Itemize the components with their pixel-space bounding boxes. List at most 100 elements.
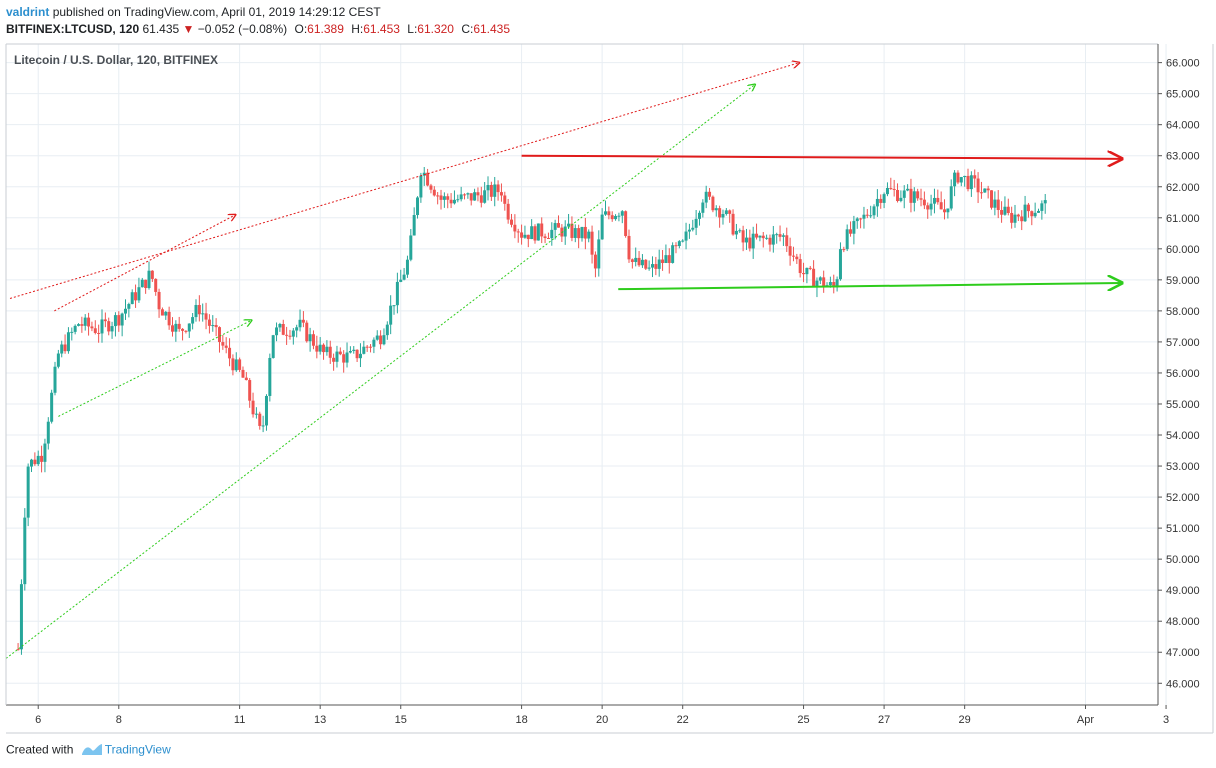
candle-body — [553, 223, 557, 230]
candle-body — [483, 190, 487, 203]
price-tick-label: 50.000 — [1166, 554, 1200, 566]
price-tick-label: 63.000 — [1166, 151, 1200, 163]
candle-body — [714, 208, 718, 211]
candle-body — [83, 317, 87, 326]
candle-body — [463, 194, 467, 196]
candle-body — [93, 328, 97, 333]
candle-body — [916, 191, 920, 199]
candle-body — [1000, 209, 1004, 215]
candle-body — [708, 191, 712, 197]
low-label: L: — [407, 22, 418, 36]
candle-body — [295, 327, 299, 331]
last-price: 61.435 — [142, 22, 180, 36]
candle-body — [1040, 203, 1044, 211]
candle-body — [338, 351, 342, 355]
candle-body — [103, 319, 107, 322]
candle-body — [795, 256, 799, 260]
price-tick-label: 54.000 — [1166, 430, 1200, 442]
candle-body — [728, 210, 732, 214]
candle-body — [943, 209, 947, 213]
candle-body — [838, 249, 842, 280]
support-line-3 — [58, 320, 251, 417]
candle-body — [674, 245, 678, 247]
candle-body — [973, 175, 977, 179]
candle-body — [214, 325, 218, 328]
candle-body — [926, 205, 930, 210]
candle-body — [963, 175, 967, 178]
candle-body — [684, 231, 688, 241]
price-tick-label: 66.000 — [1166, 58, 1200, 70]
candle-body — [932, 197, 936, 204]
candle-body — [177, 323, 181, 329]
candle-body — [583, 226, 587, 239]
candle-body — [358, 353, 362, 359]
candle-body — [530, 226, 534, 240]
candle-body — [60, 344, 64, 354]
candle-body — [19, 584, 23, 650]
candle-body — [721, 214, 725, 218]
candle-body — [80, 324, 84, 326]
candle-body — [634, 257, 638, 262]
author-name[interactable]: valdrint — [6, 5, 50, 19]
candle-body — [264, 395, 268, 426]
candle-body — [87, 317, 91, 327]
candle-body — [134, 292, 138, 301]
price-axis[interactable]: 66.000 65.000 64.000 63.000 62.000 61.000 60.0… — [1158, 58, 1200, 691]
candle-body — [617, 215, 621, 217]
candle-body — [416, 197, 420, 216]
candle-body — [120, 313, 124, 326]
candle-body — [1037, 210, 1041, 213]
candle-body — [1043, 200, 1047, 204]
candle-body — [570, 223, 574, 238]
symbol-line: BITFINEX:LTCUSD, 120 61.435 ▼ −0.052 (−0… — [6, 22, 510, 36]
candle-body — [405, 259, 409, 275]
candle-body — [328, 346, 332, 358]
candle-body — [325, 346, 329, 353]
candle-body — [389, 305, 393, 325]
candle-body — [1016, 214, 1020, 217]
candle-body — [718, 208, 722, 218]
price-tick-label: 53.000 — [1166, 461, 1200, 473]
candle-body — [479, 195, 483, 203]
candle-body — [395, 281, 399, 306]
candle-body — [862, 214, 866, 219]
tradingview-brand[interactable]: TradingView — [104, 742, 171, 757]
time-tick-label: 25 — [797, 714, 809, 726]
candle-body — [318, 344, 322, 352]
candle-body — [164, 311, 168, 316]
candle-body — [573, 228, 577, 238]
candle-body — [741, 230, 745, 243]
candle-body — [993, 199, 997, 208]
chart-frame — [5, 43, 1214, 734]
candle-body — [197, 304, 201, 315]
candle-body — [912, 191, 916, 203]
candle-body — [419, 175, 423, 198]
time-axis[interactable]: 6 8 11 13 15 18 20 22 25 27 29 Apr 3 — [35, 705, 1169, 726]
candle-body — [291, 330, 295, 337]
candle-body — [812, 268, 816, 287]
candle-body — [536, 223, 540, 241]
candle-body — [835, 279, 839, 288]
candle-body — [892, 188, 896, 190]
candle-body — [308, 334, 312, 342]
candle-body — [640, 259, 644, 266]
candle-body — [379, 335, 383, 345]
candle-body — [513, 224, 517, 232]
candle-body — [311, 334, 315, 346]
candle-body — [221, 342, 225, 346]
candle-body — [637, 257, 641, 266]
candle-body — [627, 235, 631, 260]
candle-body — [40, 455, 44, 462]
price-tick-label: 65.000 — [1166, 89, 1200, 101]
candle-body — [896, 189, 900, 202]
time-tick-label: 8 — [116, 714, 122, 726]
candle-body — [647, 267, 651, 269]
price-tick-label: 46.000 — [1166, 678, 1200, 690]
candle-body — [254, 413, 258, 415]
candle-body — [650, 264, 654, 268]
candle-body — [855, 218, 859, 222]
candle-body — [476, 192, 480, 196]
candle-body — [486, 185, 490, 191]
candle-body — [1026, 204, 1030, 212]
